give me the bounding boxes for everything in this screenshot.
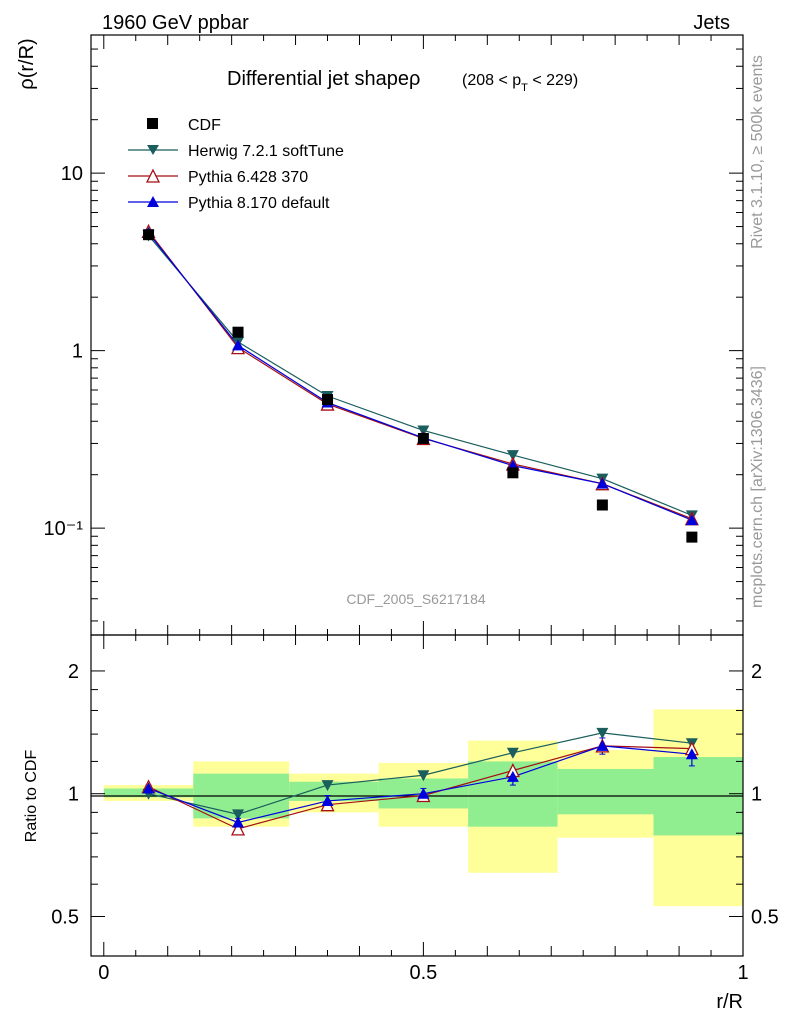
legend-label-pythia6: Pythia 6.428 370 [188,169,308,186]
y-axis-label-bottom: Ratio to CDF [23,750,40,843]
legend-marker-cdf [147,118,158,129]
cdf-data-point [417,432,429,444]
series-point-0 [506,450,519,462]
plot-subtitle: (208 < pT < 229) [462,72,578,94]
subtitle-end: < 229) [528,72,578,89]
ratio-point-2 [506,770,519,782]
y-axis-label-top: ρ(r/R) [16,38,38,89]
legend-item-herwig: Herwig 7.2.1 softTune [128,143,344,160]
ratio-point-0 [417,770,430,782]
legend-label-pythia8: Pythia 8.170 default [188,195,330,212]
legend-item-pythia6: Pythia 6.428 370 [128,168,308,186]
cdf-data-point [596,499,608,511]
ratio-y-tick-label-right: 0.5 [751,906,779,928]
header-energy: 1960 GeV ppbar [102,12,249,34]
series-line-1 [148,230,693,520]
cdf-data-point [143,229,155,241]
ratio-y-tick-label-right: 1 [751,784,762,806]
ratio-point-2 [685,748,698,760]
legend-label-herwig: Herwig 7.2.1 softTune [188,143,344,160]
series-point-2 [232,339,245,351]
mcplots-label: mcplots.cern.ch [arXiv:1306.3436] [749,366,766,608]
series-point-2 [596,477,609,489]
series-point-2 [685,514,698,526]
ratio-panel-frame [90,634,744,957]
legend-item-pythia8: Pythia 8.170 default [128,195,330,212]
analysis-id: CDF_2005_S6217184 [346,591,486,607]
ratio-point-1 [230,821,246,836]
plot-title: Differential jet shapeρ [227,68,420,90]
series-line-0 [148,235,693,516]
legend-marker-pythia6 [145,168,161,183]
ratio-point-2 [417,787,430,799]
ratio-point-2 [596,739,609,751]
ratio-point-0 [232,809,245,821]
ratio-panel: 0 0.5 1 2 2 1 1 0.5 0.5 Ratio to CDF r/R [23,634,779,1013]
ratio-panel-ticks: 0 0.5 1 2 2 1 1 0.5 0.5 [51,635,779,984]
x-axis-label: r/R [716,991,743,1013]
ratio-point-2 [142,782,155,794]
main-panel: 10 1 10⁻¹ Differential jet shapeρ (208 < p… [16,34,744,636]
x-tick-label: 0.5 [409,962,437,984]
y-tick-label-top: 10 [61,163,83,185]
ratio-y-tick-label-left: 0.5 [51,906,79,928]
x-tick-label: 1 [737,962,748,984]
ratio-series [141,727,699,836]
rivet-version-label: Rivet 3.1.10, ≥ 500k events [749,55,766,249]
cdf-data-point [322,394,334,406]
y-tick-label-top: 1 [72,341,83,363]
header-process: Jets [693,12,730,34]
legend-label-cdf: CDF [188,117,221,134]
legend-marker-herwig [147,145,159,155]
ratio-band-inner [557,768,654,815]
ratio-point-0 [506,747,519,759]
cdf-data-point [507,467,519,479]
main-panel-ticks: 10 1 10⁻¹ [44,34,744,635]
legend: CDF Herwig 7.2.1 softTune Pythia 6.428 3… [128,117,344,212]
cdf-data-point [232,326,244,338]
ratio-y-tick-label-left: 1 [68,784,79,806]
ratio-y-tick-label-left: 2 [68,661,79,683]
ratio-point-0 [321,780,334,792]
cdf-data-point [686,531,698,543]
series-line-2 [148,232,693,521]
main-panel-series [141,223,699,543]
legend-item-cdf: CDF [147,117,221,134]
subtitle-index: T [521,82,528,94]
ratio-point-2 [232,816,245,828]
x-tick-label: 0 [98,962,109,984]
ratio-point-2 [321,794,334,806]
ratio-point-0 [596,727,609,739]
subtitle-start: (208 < p [462,72,521,89]
ratio-y-tick-label-right: 2 [751,661,762,683]
series-point-0 [417,425,430,437]
legend-marker-pythia8 [147,196,159,207]
y-tick-label-top: 10⁻¹ [44,518,84,540]
